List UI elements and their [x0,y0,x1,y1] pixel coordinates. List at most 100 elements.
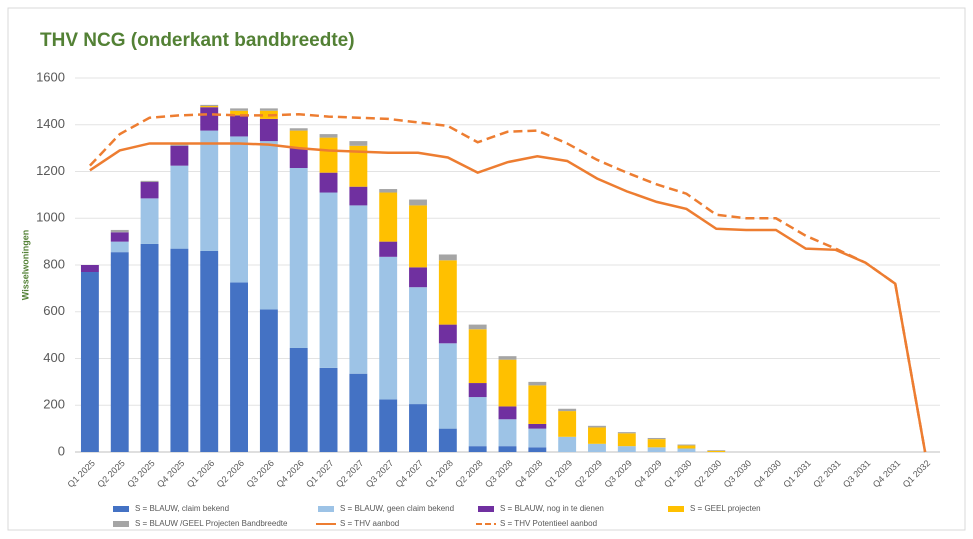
bar-segment [677,445,696,449]
bar-segment [140,180,159,183]
bar-segment [200,107,219,131]
y-tick-label: 0 [58,443,65,458]
bar-segment [140,198,159,244]
bar-segment [289,148,308,168]
bar-segment [588,425,606,428]
bar-segment [230,136,248,283]
bar-segment [379,192,398,242]
bar-segment [528,423,547,429]
bar-segment [498,419,517,447]
bar-segment [319,137,338,173]
y-tick-label: 1600 [36,69,65,84]
bar-segment [140,182,159,199]
bar-segment [498,406,517,420]
legend-label: S = BLAUW, claim bekend [135,504,229,513]
legend-label: S = BLAUW, nog in te dienen [500,504,604,513]
bar-segment [170,165,189,249]
legend-label: S = BLAUW, geen claim bekend [340,504,454,513]
bar-segment [230,108,248,111]
bar-segment [409,404,427,452]
bar-segment [259,141,278,310]
y-tick-label: 200 [43,397,65,412]
bar-segment [588,427,606,444]
bar-segment [259,118,278,142]
bar-segment [677,448,696,452]
bar-segment [409,267,427,288]
y-axis-label: Wisselwoningen [20,230,30,300]
legend-swatch [478,506,494,512]
bar-segment [379,256,398,400]
bar-segment [409,199,427,206]
bar-segment [379,189,398,193]
bar-segment [110,229,129,233]
bar-segment [498,359,517,407]
bar-segment [677,444,696,446]
bar-segment [259,108,278,111]
line-series [89,142,927,453]
bar-segment [170,144,189,146]
y-tick-label: 600 [43,303,65,318]
bar-segment [230,115,248,137]
bar-segment [110,232,129,242]
bar-segment [200,250,219,452]
legend-label: S = THV aanbod [340,519,399,528]
bar-segment [349,186,368,206]
bar-segment [200,104,219,107]
bar-segment [349,145,368,187]
bar-segment [349,205,368,374]
bar-segment [200,130,219,251]
bar-segment [289,128,308,131]
bar-segment [438,254,457,261]
bar-segment [468,329,487,384]
bar-segment [230,282,248,452]
bar-segment [647,437,666,440]
bar-segment [647,447,666,452]
legend-swatch [113,506,129,512]
bar-segment [289,167,308,348]
bar-segment [707,450,726,452]
bar-segment [409,287,427,405]
bar-segment [528,381,547,386]
bar-segment [468,446,487,452]
bar-segment [438,324,457,344]
bar-segment [617,432,636,434]
bar-segment [349,373,368,452]
bar-segment [379,399,398,452]
legend-swatch [318,506,334,512]
bar-segment [617,446,636,452]
bar-segment [110,252,129,452]
legend-label: S = THV Potentieel aanbod [500,519,597,528]
bar-segment [468,383,487,398]
y-tick-label: 800 [43,256,65,271]
bar-segment [200,106,219,108]
y-tick-label: 1200 [36,163,65,178]
legend-label: S = BLAUW /GEEL Projecten Bandbreedte [135,519,288,528]
chart-title: THV NCG (onderkant bandbreedte) [40,30,355,51]
y-tick-label: 400 [43,350,65,365]
bar-segment [558,411,577,437]
bar-segment [498,356,517,360]
bar-segment [438,428,457,452]
bar-segment [80,265,99,273]
bar-segment [259,309,278,452]
line-series [89,112,927,453]
bar-segment [617,433,636,447]
bar-segment [319,134,338,138]
bar-segment [319,172,338,193]
bar-segment [647,439,666,448]
bar-segment [468,397,487,447]
bar-segment [558,436,577,452]
bar-segment [170,248,189,452]
bar-segment [409,205,427,268]
legend-label: S = GEEL projecten [690,504,761,513]
bar-segment [319,367,338,452]
bar-segment [110,241,129,253]
bar-segment [707,450,726,451]
bar-segment [319,192,338,368]
legend-swatch [113,521,129,527]
bar-segment [438,343,457,429]
bar-segment [528,428,547,448]
bar-segment [170,145,189,166]
bar-segment [80,272,99,452]
